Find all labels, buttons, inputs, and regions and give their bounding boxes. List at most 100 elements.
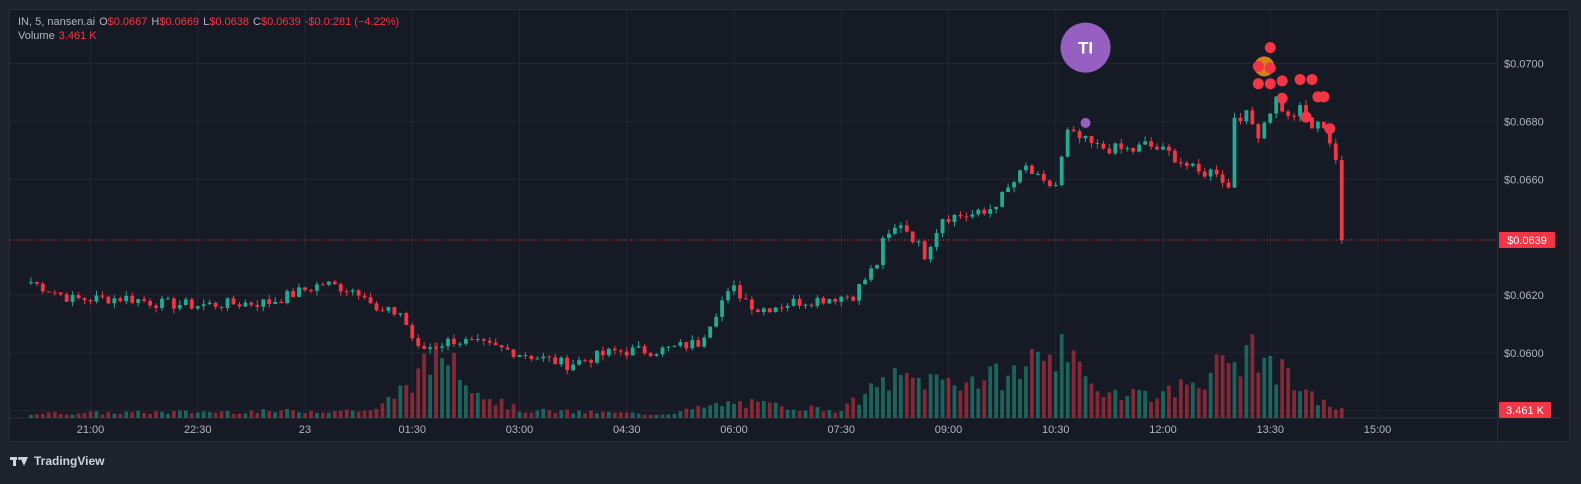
volume-bar bbox=[881, 377, 885, 418]
candle-body bbox=[291, 291, 295, 297]
volume-bar bbox=[1167, 385, 1171, 418]
candle-body bbox=[416, 338, 421, 347]
marker-dot bbox=[1080, 117, 1091, 128]
candle-body bbox=[362, 295, 367, 298]
volume-bar bbox=[636, 413, 641, 418]
volume-bar bbox=[499, 398, 504, 418]
volume-bar bbox=[1024, 366, 1028, 418]
volume-bar bbox=[1190, 382, 1195, 418]
volume-bar bbox=[958, 390, 963, 418]
time-tick-label: 15:00 bbox=[1364, 424, 1392, 436]
candle-body bbox=[29, 282, 33, 284]
volume-bar bbox=[767, 402, 772, 418]
volume-bar bbox=[952, 385, 957, 418]
candle-body bbox=[815, 297, 820, 306]
volume-bar bbox=[338, 410, 343, 418]
volume-bar bbox=[1316, 405, 1320, 418]
candle-body bbox=[1089, 135, 1094, 143]
volume-bar bbox=[821, 411, 826, 418]
candle-body bbox=[1030, 165, 1034, 174]
candle-body bbox=[690, 340, 695, 349]
volume-bar bbox=[1268, 355, 1273, 418]
candle-body bbox=[517, 354, 522, 357]
volume-bar bbox=[1000, 390, 1005, 418]
volume-value: 3.461 K bbox=[58, 30, 97, 42]
candle-body bbox=[1012, 182, 1016, 188]
volume-bar bbox=[565, 409, 570, 418]
candle-body bbox=[863, 279, 867, 285]
volume-bar bbox=[201, 411, 206, 418]
candle-body bbox=[1321, 121, 1326, 129]
candle-body bbox=[547, 356, 552, 358]
candle-body bbox=[338, 284, 343, 292]
high-label: H bbox=[151, 16, 160, 28]
volume-bar bbox=[136, 410, 141, 418]
volume-bar bbox=[720, 405, 724, 418]
candle-body bbox=[88, 300, 93, 302]
candle-body bbox=[166, 298, 170, 300]
candle-body bbox=[654, 354, 659, 356]
volume-bar bbox=[589, 410, 593, 418]
candle-body bbox=[475, 339, 480, 341]
volume-bar bbox=[845, 403, 850, 418]
ti-marker-badge bbox=[1060, 22, 1111, 73]
tradingview-footer[interactable]: TradingView bbox=[10, 454, 104, 468]
candle-body bbox=[529, 355, 534, 360]
volume-bar bbox=[1214, 354, 1219, 418]
candle-body bbox=[273, 301, 278, 304]
candle-body bbox=[1065, 129, 1070, 157]
volume-bar bbox=[1298, 391, 1302, 418]
volume-bar bbox=[237, 413, 242, 418]
volume-bar bbox=[177, 410, 182, 418]
candle-body bbox=[1083, 135, 1088, 139]
candle-body bbox=[636, 346, 641, 348]
volume-bar bbox=[392, 398, 397, 418]
volume-bar bbox=[112, 413, 117, 418]
volume-bar bbox=[672, 413, 677, 418]
volume-bar bbox=[1053, 371, 1058, 418]
volume-bar bbox=[183, 410, 188, 418]
candle-body bbox=[672, 345, 677, 347]
candle-body bbox=[946, 219, 951, 222]
volume-bar bbox=[797, 411, 802, 418]
volume-bar bbox=[422, 353, 427, 418]
candle-body bbox=[398, 313, 403, 315]
volume-bar bbox=[481, 399, 486, 418]
candle-body bbox=[154, 305, 158, 308]
volume-bar bbox=[1220, 355, 1225, 418]
volume-bar bbox=[1232, 362, 1237, 418]
volume-bar bbox=[452, 352, 456, 418]
volume-bar bbox=[225, 410, 230, 418]
candle-body bbox=[1327, 128, 1332, 144]
candle-body bbox=[386, 307, 391, 311]
candle-body bbox=[898, 225, 903, 228]
candle-body bbox=[1143, 141, 1148, 145]
volume-bar bbox=[446, 365, 450, 418]
volume-bar bbox=[738, 400, 742, 418]
candle-body bbox=[1035, 173, 1040, 175]
volume-bar bbox=[458, 379, 462, 418]
volume-bar bbox=[732, 403, 736, 418]
volume-bar bbox=[1208, 372, 1213, 418]
candle-body bbox=[958, 214, 963, 217]
volume-bar bbox=[154, 411, 158, 418]
volume-bar bbox=[642, 414, 647, 418]
price-tick-label: $0.0700 bbox=[1504, 59, 1544, 71]
volume-bar bbox=[297, 412, 301, 418]
candle-body bbox=[833, 299, 838, 302]
volume-bar bbox=[1202, 389, 1207, 418]
volume-bar bbox=[1095, 391, 1100, 418]
volume-bar bbox=[1131, 388, 1136, 418]
candle-body bbox=[285, 291, 290, 303]
price-tick-label: $0.0620 bbox=[1504, 290, 1544, 302]
candle-body bbox=[440, 346, 444, 348]
volume-bar bbox=[368, 410, 373, 418]
candle-body bbox=[601, 350, 605, 356]
event-markers: TI bbox=[1060, 22, 1336, 135]
candle-body bbox=[779, 307, 784, 309]
volume-bar bbox=[475, 392, 480, 418]
candle-body bbox=[708, 326, 713, 338]
volume-bar bbox=[1292, 390, 1296, 418]
candle-body bbox=[1262, 122, 1267, 139]
